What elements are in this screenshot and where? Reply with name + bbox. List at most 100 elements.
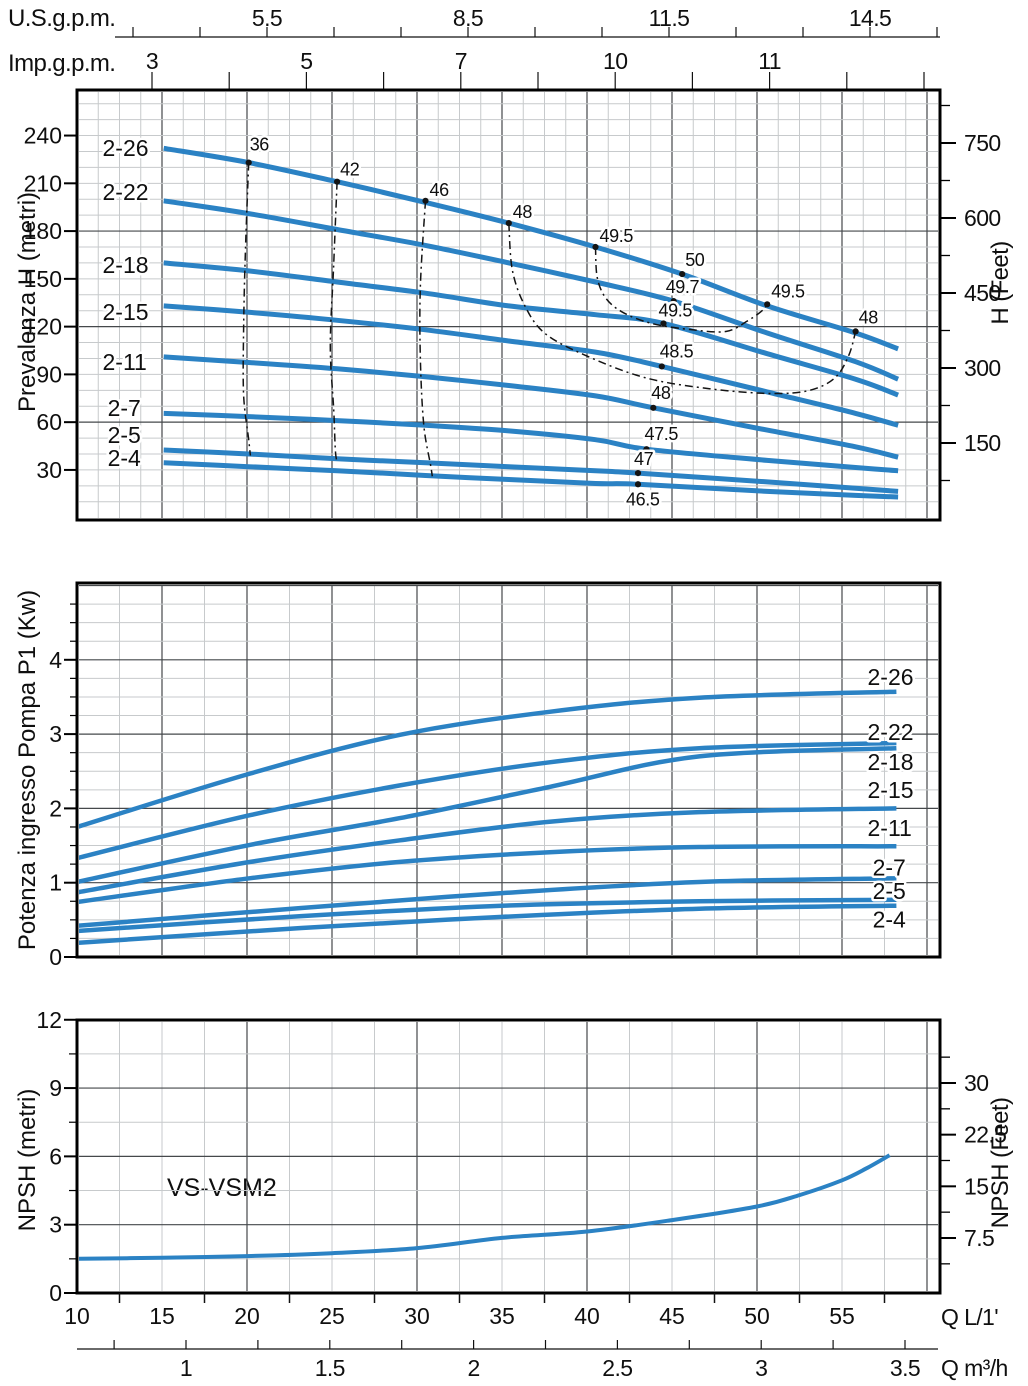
- efficiency-dot: [634, 481, 642, 488]
- efficiency-contour-46: [419, 200, 434, 477]
- imp-tick-label: 11: [758, 48, 781, 74]
- us-gpm-axis: 5.5 8.5 11.5 14.5: [115, 5, 940, 38]
- efficiency-dot: [670, 298, 677, 305]
- y-tick-label: 3: [49, 1212, 62, 1238]
- q-lmin-axis: 10 15 20 25 30 35 40 45 50 55: [64, 1293, 886, 1329]
- efficiency-contour-label: 48: [513, 202, 533, 222]
- y-tick-label: 2: [49, 795, 62, 821]
- plot-border: [75, 88, 942, 522]
- q-m3h-tick-label: 3.5: [890, 1355, 920, 1381]
- y-tick-label: 4: [49, 647, 62, 673]
- curve-label-2-7: 2-7: [108, 395, 141, 421]
- efficiency-contour-36: [242, 162, 252, 456]
- y-tick-label: 6: [49, 1143, 62, 1169]
- efficiency-contour-label: 49.5: [600, 226, 634, 246]
- q-lmin-tick-label: 20: [234, 1303, 260, 1329]
- y-tick-label: 60: [36, 409, 62, 435]
- feet-tick-label: 300: [964, 355, 1001, 381]
- imp-tick-label: 3: [146, 48, 158, 74]
- q-lmin-tick-label: 40: [574, 1303, 600, 1329]
- curve-2-15: [163, 303, 899, 428]
- curve-2-18: [79, 745, 897, 884]
- q-lmin-tick-label: 55: [829, 1303, 855, 1329]
- efficiency-dot: [650, 404, 657, 411]
- y-tick-label: 0: [49, 1280, 62, 1306]
- contour-dot: [422, 197, 429, 204]
- efficiency-contour-label: 48: [859, 307, 879, 327]
- curve-2-15: [79, 806, 897, 895]
- contour-dot: [334, 178, 341, 185]
- npsh-feet-axis-title: NPSH (Feet): [987, 1098, 1014, 1229]
- curve-label-2-18: 2-18: [103, 252, 149, 278]
- curve-2-26: [163, 145, 899, 352]
- efficiency-point-label: 50: [685, 250, 705, 270]
- contour-dot: [764, 301, 771, 308]
- q-lmin-axis-title: Q L/1': [941, 1304, 998, 1330]
- contour-dot: [245, 159, 252, 166]
- q-lmin-tick-label: 25: [319, 1303, 345, 1329]
- curve-label-2-4: 2-4: [873, 906, 906, 932]
- npsh-chart: 0 3 6 9 12 7.5 15 22.5 30: [36, 1007, 1007, 1306]
- feet-tick-label: 7.5: [964, 1225, 994, 1251]
- q-m3h-axis-title: Q m³/h: [941, 1355, 1008, 1381]
- feet-tick-label: 150: [964, 430, 1001, 456]
- curve-label-2-18: 2-18: [868, 749, 914, 775]
- efficiency-dot: [643, 446, 650, 453]
- q-lmin-tick-label: 15: [149, 1303, 175, 1329]
- feet-tick-label: 22.5: [964, 1122, 1006, 1148]
- q-m3h-tick-label: 2.5: [602, 1355, 632, 1381]
- head-y-axis-title: Prevalenza H (metri): [14, 192, 41, 412]
- curve-2-7: [163, 410, 899, 474]
- curve-label-2-26: 2-26: [103, 135, 149, 161]
- us-gpm-axis-title: U.S.g.p.m.: [8, 5, 115, 32]
- imp-tick-label: 10: [603, 48, 627, 74]
- y-tick-label: 3: [49, 721, 62, 747]
- y-tick-label: 12: [36, 1007, 62, 1033]
- curve-NPSH: [79, 1153, 891, 1261]
- y-tick-label: 0: [49, 944, 62, 970]
- curve-2-22: [163, 198, 900, 382]
- imp-tick-label: 7: [455, 48, 467, 74]
- efficiency-contour-label: 36: [250, 135, 270, 155]
- curve-label-2-5: 2-5: [108, 422, 141, 448]
- q-lmin-tick-label: 50: [744, 1303, 770, 1329]
- curve-2-4: [163, 460, 899, 500]
- efficiency-point-label: 47: [634, 449, 654, 469]
- imp-gpm-axis: 3 5 7 10 11: [146, 48, 925, 90]
- curve-label-2-22: 2-22: [103, 179, 149, 205]
- efficiency-point-label: 48: [651, 383, 671, 403]
- curve-2-22: [79, 740, 897, 861]
- efficiency-point-label: 49.5: [659, 300, 693, 320]
- q-lmin-tick-label: 10: [64, 1303, 90, 1329]
- curve-label-2-26: 2-26: [868, 664, 914, 690]
- plot-area: 36 42 46 48 48 49.5 49.5 50 49.7 49.5 48.5 48 47.5 47…: [79, 92, 938, 518]
- efficiency-point-label: 48.5: [660, 341, 694, 361]
- curve-label-2-11: 2-11: [868, 815, 912, 841]
- plot-area: 2-26 2-22 2-182-15 2-11 2-72-52-4: [79, 585, 938, 955]
- contour-dot: [505, 220, 512, 227]
- q-m3h-tick-label: 3: [755, 1355, 767, 1381]
- power-y-axis-title: Potenza ingresso Pompa P1 (Kw): [14, 590, 41, 950]
- q-lmin-tick-label: 35: [489, 1303, 515, 1329]
- q-m3h-axis: 1 1.5 2 2.5 3 3.5: [77, 1340, 938, 1381]
- y-tick-label: 1: [49, 870, 62, 896]
- curve-label-2-15: 2-15: [868, 777, 914, 803]
- curve-2-11: [79, 844, 897, 904]
- efficiency-point-label: 49.7: [666, 277, 700, 297]
- us-tick-label: 8.5: [453, 5, 483, 31]
- efficiency-contour-label: 42: [340, 160, 360, 180]
- curve-label-2-11: 2-11: [103, 349, 147, 375]
- imp-gpm-axis-title: Imp.g.p.m.: [8, 50, 115, 77]
- curve-label-2-7: 2-7: [873, 854, 906, 880]
- us-tick-label: 14.5: [849, 5, 891, 31]
- y-tick-label: 9: [49, 1075, 62, 1101]
- plot-border: [75, 581, 942, 959]
- feet-tick-label: 750: [964, 130, 1001, 156]
- efficiency-contour-49.5: [594, 246, 768, 333]
- efficiency-contour-label: 49.5: [771, 281, 805, 301]
- y-tick-label: 120: [24, 314, 62, 340]
- curve-2-7: [79, 875, 897, 928]
- curve-label-2-4: 2-4: [108, 445, 141, 471]
